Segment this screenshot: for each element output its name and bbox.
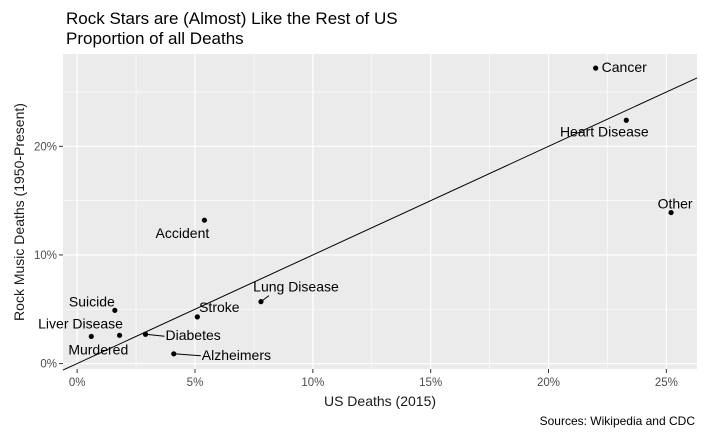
grid-minor <box>63 54 697 369</box>
plot-panel <box>63 54 697 369</box>
label-cancer: Cancer <box>602 59 647 75</box>
label-stroke: Stroke <box>199 299 240 315</box>
data-points <box>88 65 674 357</box>
y-tick-label: 0% <box>40 359 57 371</box>
leader-diabetes <box>145 333 165 337</box>
grid-major <box>63 54 697 369</box>
point-diabetes <box>142 331 149 337</box>
leader-alzheimers <box>173 353 201 357</box>
label-accident: Accident <box>156 225 210 241</box>
chart-caption: Sources: Wikipedia and CDC <box>540 414 696 428</box>
chart-subtitle: Proportion of all Deaths <box>66 29 244 48</box>
x-axis-title: US Deaths (2015) <box>324 393 436 409</box>
point-cancer <box>593 65 599 71</box>
point-alzheimers <box>171 351 177 357</box>
x-tick-label: 10% <box>301 377 324 389</box>
x-tick-label: 0% <box>69 377 86 389</box>
y-axis-ticks: 0% 10% 20% <box>34 141 63 371</box>
point-lung-disease <box>258 299 264 305</box>
point-other <box>668 209 674 216</box>
point-stroke <box>194 314 200 320</box>
x-tick-label: 15% <box>419 377 442 389</box>
label-suicide: Suicide <box>69 293 115 309</box>
y-tick-label: 20% <box>34 141 57 153</box>
chart-title: Rock Stars are (Almost) Like the Rest of… <box>66 9 398 28</box>
label-heart-disease: Heart Disease <box>560 123 649 139</box>
label-murdered: Murdered <box>68 341 128 357</box>
y-tick-label: 10% <box>34 250 57 262</box>
y-axis-title: Rock Music Deaths (1950-Present) <box>11 103 27 321</box>
label-other: Other <box>658 196 693 212</box>
point-accident <box>201 217 208 223</box>
reference-line <box>62 77 698 371</box>
label-liver-disease: Liver Disease <box>38 315 123 331</box>
point-murdered <box>88 333 94 340</box>
x-tick-label: 5% <box>187 377 204 389</box>
label-alzheimers: Alzheimers <box>202 347 271 363</box>
label-diabetes: Diabetes <box>165 327 220 343</box>
point-suicide <box>112 307 118 313</box>
label-lung-disease: Lung Disease <box>253 279 339 295</box>
point-heart-disease <box>623 117 629 123</box>
x-axis-ticks: 0% 5% 10% 15% 20% 25% <box>69 369 678 389</box>
x-tick-label: 20% <box>537 377 560 389</box>
point-labels: Cancer Heart Disease Other Accident Lung Dis… <box>38 59 693 363</box>
reference-line-group <box>62 77 698 371</box>
x-tick-label: 25% <box>655 377 678 389</box>
point-liver-disease <box>116 332 123 338</box>
